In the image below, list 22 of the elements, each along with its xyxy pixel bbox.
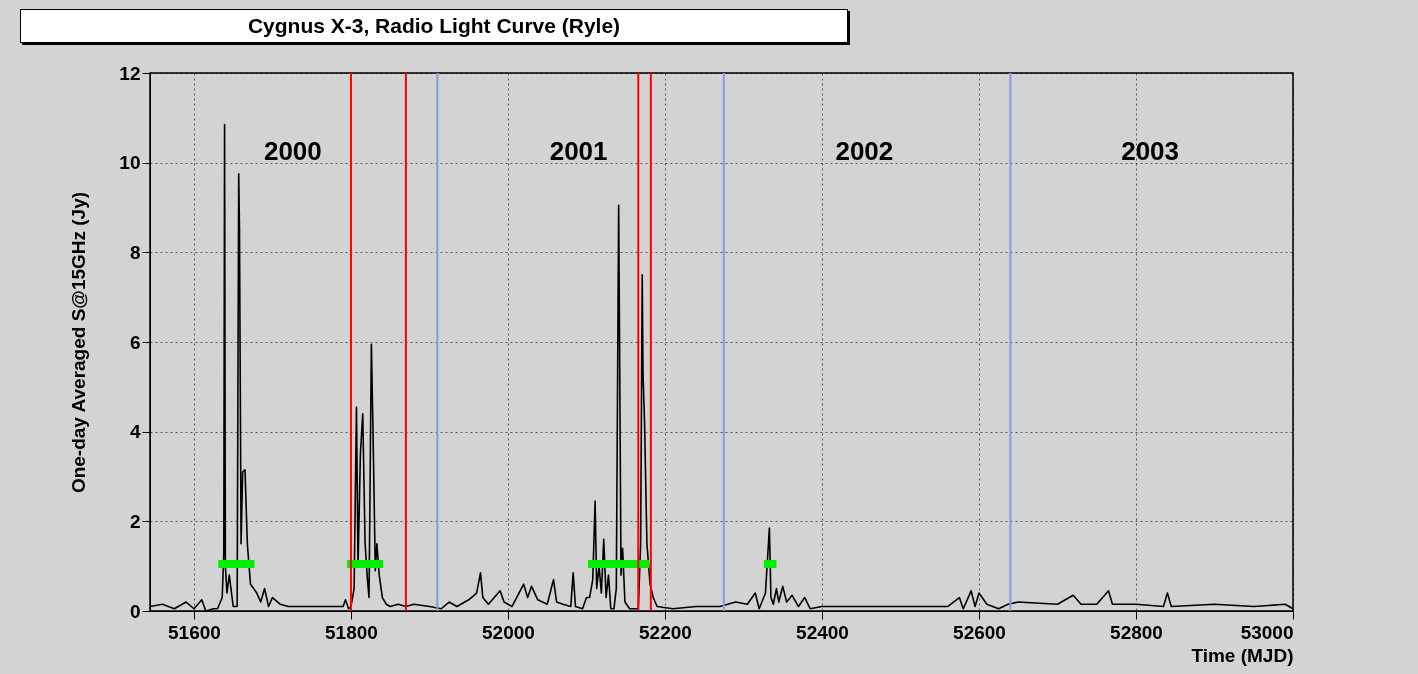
x-tick-label: 52000 [482, 621, 535, 643]
annotation: 2000 [263, 136, 322, 166]
y-tick-label: 4 [129, 421, 141, 443]
annotation: 2003 [1121, 136, 1180, 166]
y-tick-label: 8 [129, 241, 141, 263]
x-tick-label: 52200 [639, 621, 692, 643]
chart-title: Cygnus X-3, Radio Light Curve (Ryle) [20, 9, 848, 43]
x-tick-label: 53000 [1240, 621, 1294, 643]
y-tick-label: 12 [119, 62, 141, 84]
annotation: 2002 [835, 136, 894, 166]
x-axis-title: Time (MJD) [1191, 644, 1294, 666]
y-tick-label: 10 [119, 152, 141, 174]
y-tick-label: 6 [129, 331, 141, 353]
x-tick-label: 51800 [325, 621, 378, 643]
y-tick-label: 0 [129, 600, 141, 622]
y-axis-title: One-day Averaged S@15GHz (Jy) [68, 191, 90, 494]
y-tick-label: 2 [129, 510, 141, 532]
annotation: 2001 [549, 136, 608, 166]
x-tick-label: 52600 [953, 621, 1006, 643]
x-tick-label: 51600 [168, 621, 221, 643]
x-tick-label: 52400 [796, 621, 849, 643]
x-tick-label: 52800 [1110, 621, 1163, 643]
